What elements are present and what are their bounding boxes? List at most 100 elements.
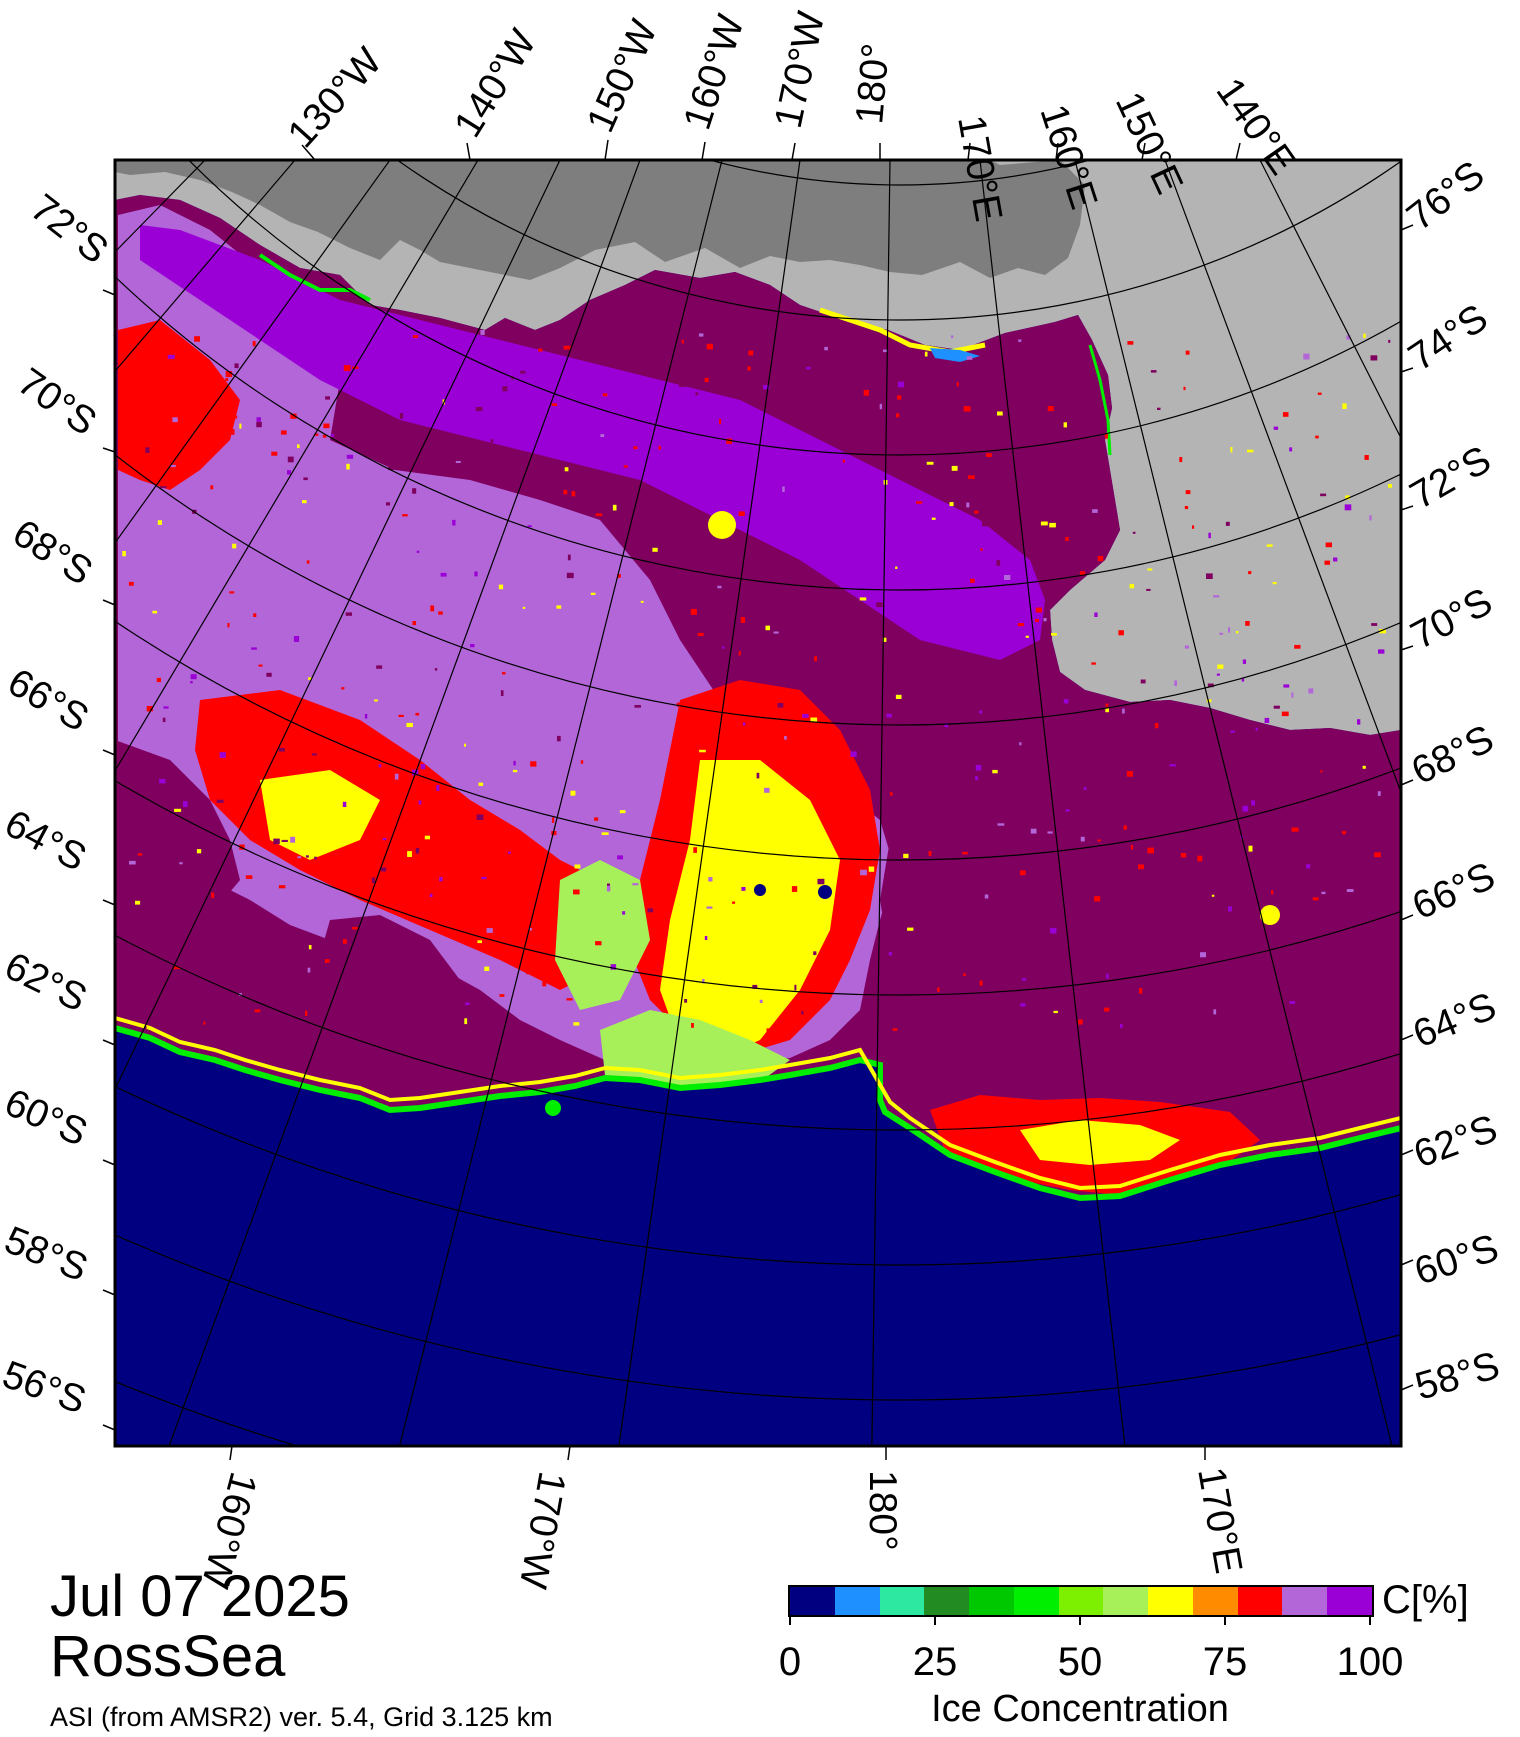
ice-speckle xyxy=(1283,684,1290,688)
ice-speckle xyxy=(1011,878,1014,884)
ice-speckle xyxy=(551,831,557,836)
ice-speckle xyxy=(895,566,898,569)
ice-speckle xyxy=(551,403,558,406)
ice-speckle xyxy=(571,491,576,497)
ice-speckle xyxy=(997,823,1005,826)
ice-speckle xyxy=(967,475,975,479)
ice-speckle xyxy=(1157,407,1161,410)
ice-speckle xyxy=(896,413,900,418)
ice-speckle xyxy=(1217,664,1224,669)
ice-speckle xyxy=(806,366,811,370)
ice-speckle xyxy=(162,717,166,723)
ice-speckle xyxy=(937,987,940,992)
ice-speckle xyxy=(951,335,954,339)
ice-speckle xyxy=(513,760,516,766)
ice-speckle xyxy=(610,964,617,970)
ice-speckle xyxy=(1147,847,1154,854)
ice-speckle xyxy=(1273,426,1279,430)
ice-speckle xyxy=(564,467,569,472)
ice-speckle xyxy=(1228,627,1231,633)
ice-speckle xyxy=(1242,659,1246,664)
ice-speckle xyxy=(1364,455,1369,460)
ice-speckle xyxy=(924,351,928,357)
ice-speckle xyxy=(359,948,364,952)
ice-speckle xyxy=(1035,607,1043,613)
latitude-label-left: 72°S xyxy=(22,186,115,272)
ice-speckle xyxy=(511,376,514,380)
ice-speckle xyxy=(481,876,487,880)
ice-speckle xyxy=(411,911,415,914)
latitude-circle xyxy=(707,160,1093,186)
ice-speckle xyxy=(573,889,580,895)
ice-speckle xyxy=(726,438,733,444)
ice-speckle xyxy=(474,571,478,577)
ice-speckle xyxy=(360,784,364,787)
ice-speckle xyxy=(838,383,845,387)
ice-speckle xyxy=(992,769,998,774)
ice-speckle xyxy=(1183,386,1186,391)
ice-speckle xyxy=(681,339,684,344)
latitude-circle xyxy=(115,453,1401,726)
ice-speckle xyxy=(135,900,141,905)
ice-speckle xyxy=(420,764,426,770)
ice-speckle xyxy=(1306,864,1311,869)
ice-speckle xyxy=(759,999,763,1003)
ice-speckle xyxy=(966,356,973,360)
ice-speckle xyxy=(1213,1009,1217,1015)
latitude-label-left: 64°S xyxy=(0,802,93,880)
ice-speckle xyxy=(1104,1007,1110,1012)
colorbar-segment xyxy=(834,1587,880,1615)
ice-speckle xyxy=(534,972,538,977)
ice-speckle xyxy=(230,429,235,435)
ice-speckle xyxy=(412,488,417,494)
ice-speckle xyxy=(210,485,214,490)
colorbar-tick xyxy=(789,1615,791,1625)
colorbar-tick xyxy=(934,1615,936,1625)
ice-speckle xyxy=(1320,493,1327,497)
ice-speckle xyxy=(697,632,704,636)
ice-speckle xyxy=(1369,515,1372,521)
latitude-label-right: 62°S xyxy=(1408,1107,1503,1176)
ice-speckle xyxy=(429,893,433,898)
latitude-label-left: 62°S xyxy=(0,944,93,1020)
ice-speckle xyxy=(824,346,828,351)
latitude-label-left: 56°S xyxy=(0,1353,92,1422)
ice-speckle xyxy=(478,782,484,786)
ice-speckle xyxy=(1248,571,1252,575)
ice-speckle xyxy=(234,363,239,369)
ice-speckle xyxy=(592,700,597,705)
ice-speckle xyxy=(490,439,494,443)
ice-speckle xyxy=(316,825,322,830)
latitude-label-left: 58°S xyxy=(0,1218,94,1290)
ice-speckle xyxy=(407,851,412,857)
ice-speckle xyxy=(863,389,869,396)
ice-speckle xyxy=(1216,673,1220,676)
ice-texture-speckles xyxy=(122,330,1392,1034)
colorbar-title: Ice Concentration xyxy=(931,1688,1229,1730)
colorbar-tick-label: 100 xyxy=(1336,1640,1404,1684)
ice-speckle xyxy=(491,995,497,998)
antarctic-land xyxy=(115,160,1401,735)
ice-speckle xyxy=(502,386,508,392)
marginal-ice-zone xyxy=(260,770,380,860)
ice-speckle xyxy=(1291,692,1294,698)
ice-speckle xyxy=(1053,1010,1058,1014)
latitude-label-right: 68°S xyxy=(1405,717,1500,793)
ice-speckle xyxy=(698,333,704,337)
ice-speckle xyxy=(470,644,475,648)
ice-speckle xyxy=(850,751,857,757)
ice-speckle xyxy=(966,502,970,508)
ice-speckle xyxy=(1357,719,1361,725)
ice-speckle xyxy=(302,500,307,504)
tick-mark xyxy=(466,142,471,161)
ice-speckle xyxy=(622,911,626,915)
ice-speckle xyxy=(1379,910,1384,915)
ice-speckle xyxy=(975,776,979,781)
colorbar-tick xyxy=(1079,1615,1081,1625)
map-date: Jul 07 2025 xyxy=(50,1564,350,1629)
ice-speckle xyxy=(415,712,420,716)
ice-speckle xyxy=(695,392,699,396)
ice-speckle xyxy=(331,433,334,437)
tick-mark xyxy=(229,1445,233,1461)
